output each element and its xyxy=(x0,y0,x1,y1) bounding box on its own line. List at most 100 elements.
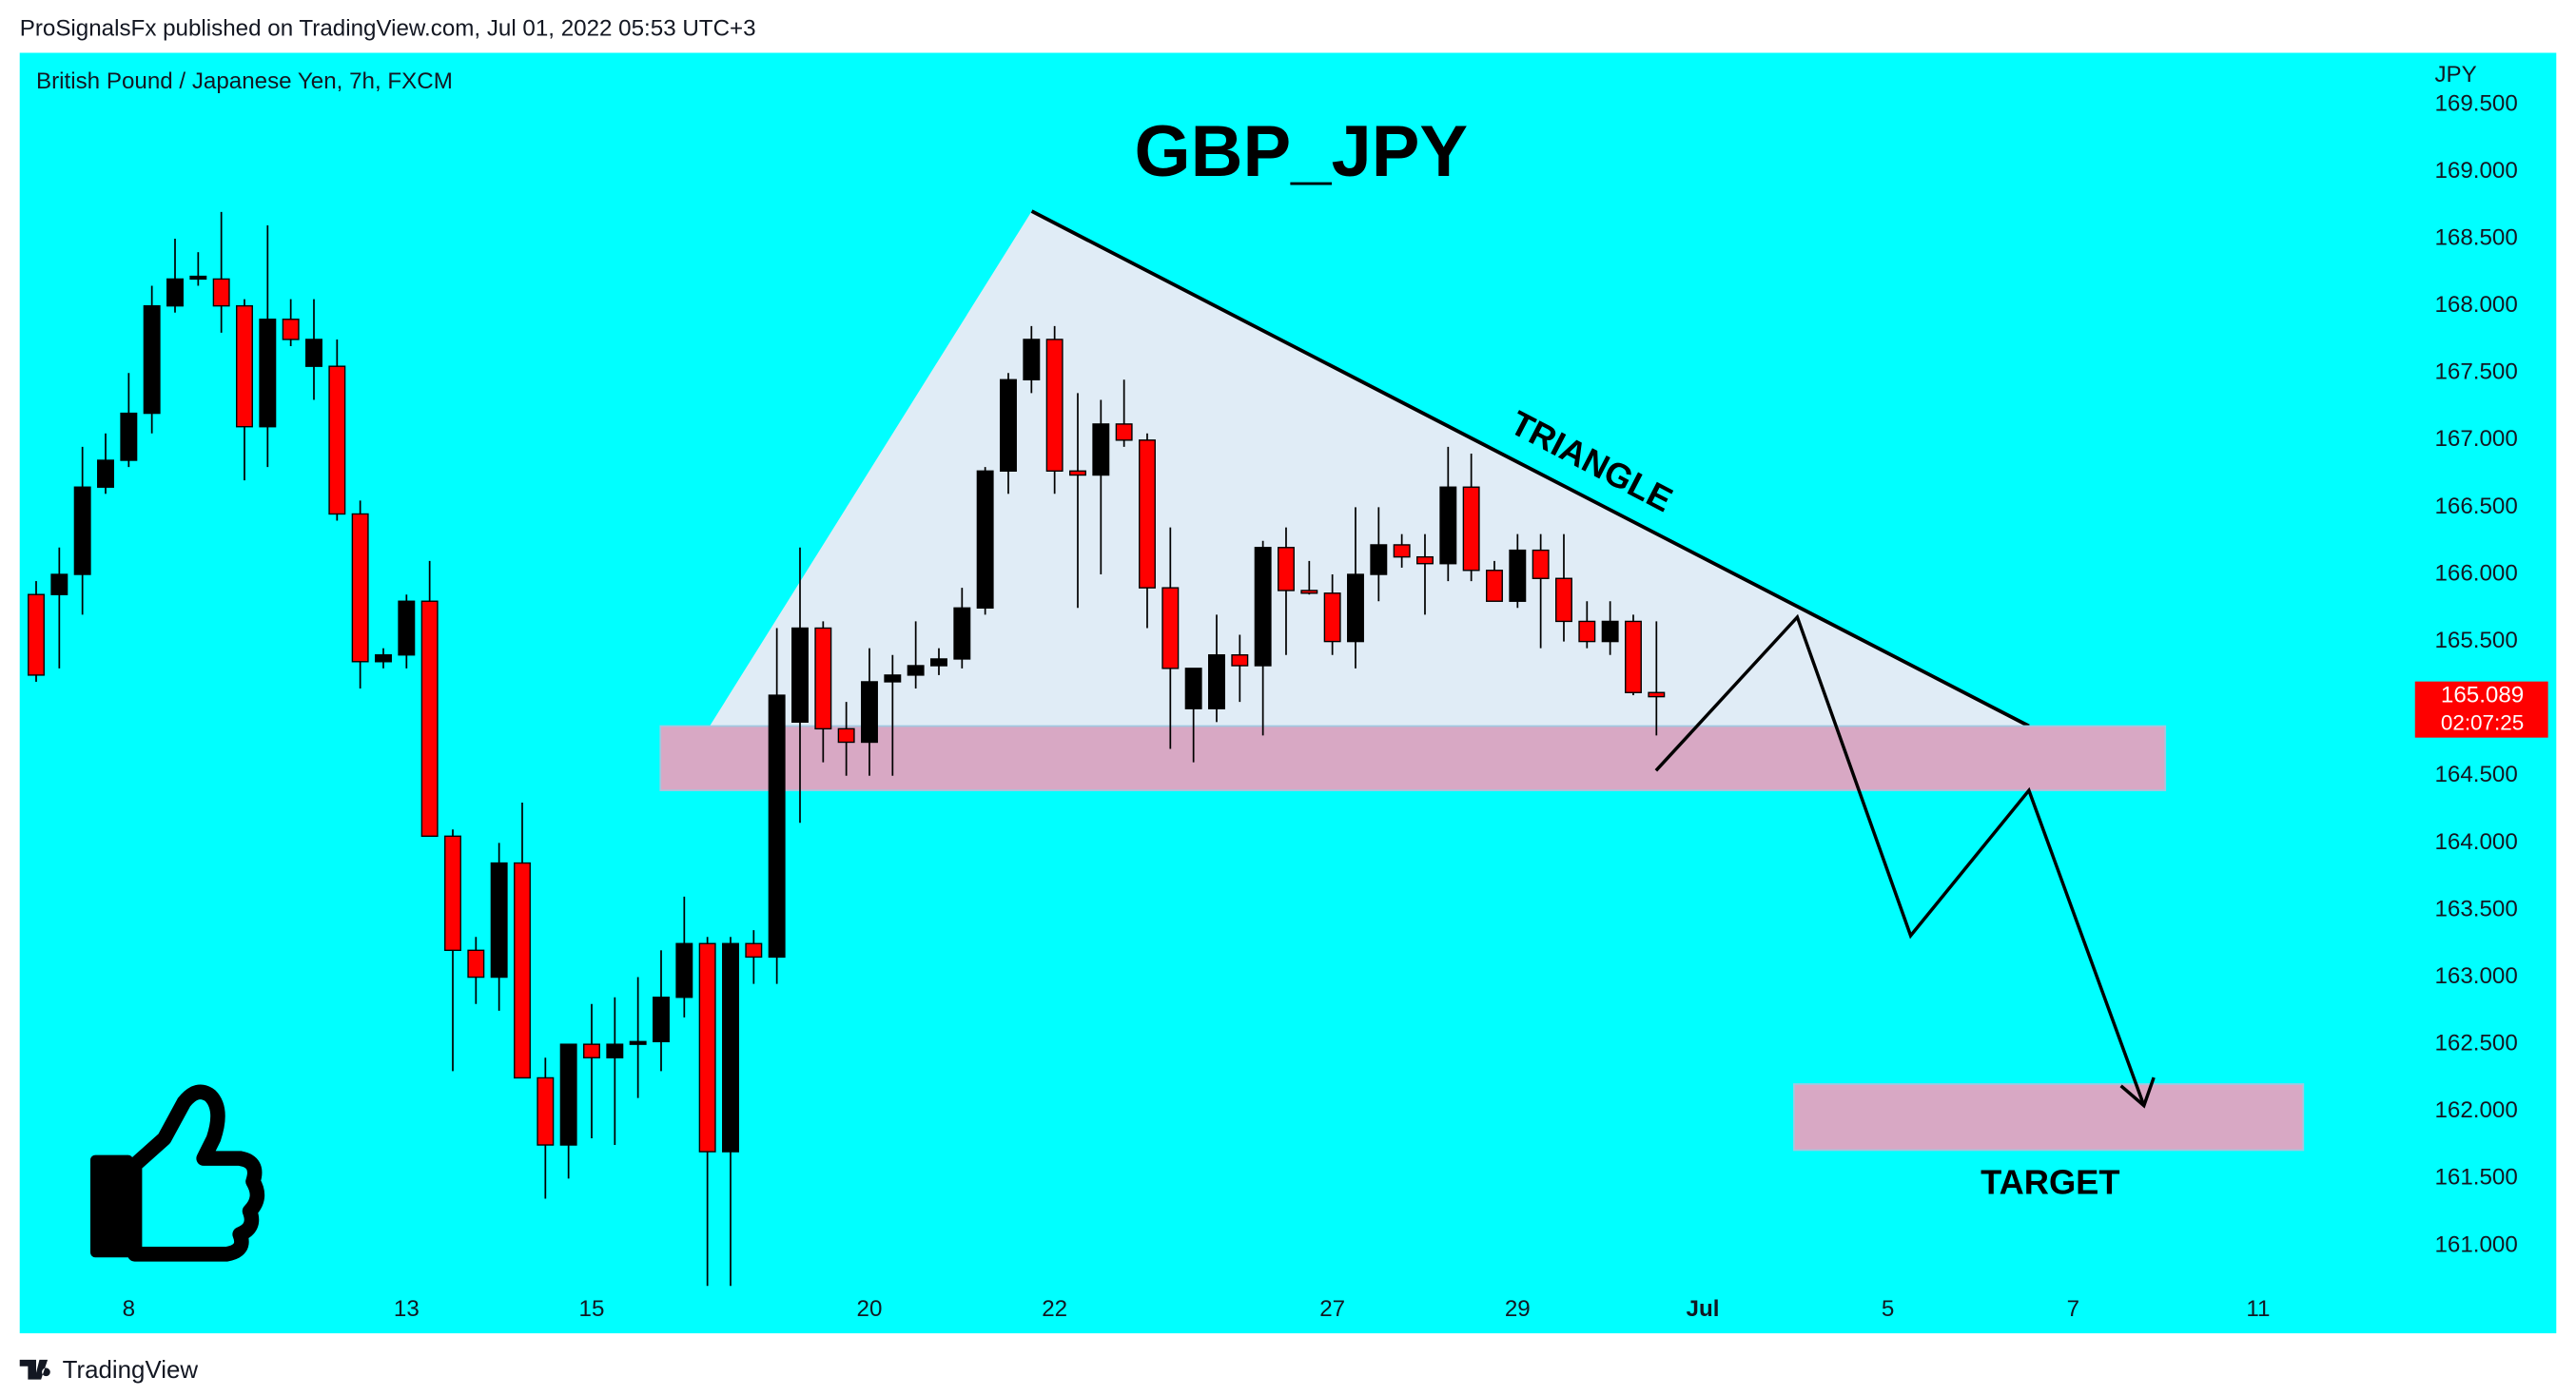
x-tick-label: 5 xyxy=(1882,1296,1894,1322)
candle-body xyxy=(745,942,763,959)
y-tick-label: 167.500 xyxy=(2434,359,2517,385)
candle-body xyxy=(930,658,947,667)
candle-body xyxy=(1161,587,1180,669)
target-zone xyxy=(1793,1083,2305,1152)
candle-body xyxy=(1115,423,1133,441)
candle-body xyxy=(514,862,531,1079)
candle-body xyxy=(953,607,971,660)
x-tick-label: 13 xyxy=(394,1296,420,1322)
tradingview-logo xyxy=(19,1359,50,1380)
candle-body xyxy=(1439,486,1457,565)
candle-body xyxy=(490,862,508,979)
candle-body xyxy=(73,486,91,575)
candle-body xyxy=(837,727,855,744)
candle-body xyxy=(259,319,277,428)
candle-body xyxy=(282,319,300,340)
triangle-line xyxy=(1030,209,2030,728)
last-price-label: 165.089 xyxy=(2441,683,2524,708)
candle-body xyxy=(976,470,994,610)
y-tick-label: 162.000 xyxy=(2434,1097,2517,1123)
candle-body xyxy=(559,1043,577,1146)
x-tick-label: 20 xyxy=(857,1296,883,1322)
x-tick-label: 22 xyxy=(1042,1296,1067,1322)
candle-body xyxy=(606,1043,624,1058)
candle-body xyxy=(768,694,786,959)
candle-body xyxy=(1000,378,1017,472)
x-tick-label: 7 xyxy=(2067,1296,2079,1322)
candle-body xyxy=(1601,620,1619,643)
candle-body xyxy=(398,600,416,656)
candle-body xyxy=(328,365,346,515)
x-tick-label: 27 xyxy=(1319,1296,1345,1322)
support-zone xyxy=(659,725,2167,792)
projection-arrowhead xyxy=(2119,1076,2156,1109)
y-axis-unit: JPY xyxy=(2434,62,2476,87)
y-tick-label: 167.000 xyxy=(2434,426,2517,452)
candle-body xyxy=(1532,549,1550,579)
candle-body xyxy=(653,997,670,1043)
y-tick-label: 168.500 xyxy=(2434,224,2517,250)
candle-body xyxy=(166,278,184,307)
symbol-label: British Pound / Japanese Yen, 7h, FXCM xyxy=(36,68,453,94)
candle-body xyxy=(236,304,253,428)
candle-body xyxy=(1625,620,1642,693)
plot-area xyxy=(28,209,2305,1287)
candle-body xyxy=(1208,654,1225,709)
candle-body xyxy=(583,1043,600,1058)
candle-body xyxy=(50,573,68,595)
candle-body xyxy=(444,835,461,952)
projection-path xyxy=(1654,613,2146,1107)
candle-body xyxy=(212,278,230,307)
candle-body xyxy=(1278,547,1295,591)
candle-body xyxy=(1231,654,1249,667)
publish-header: ProSignalsFx published on TradingView.co… xyxy=(20,16,756,42)
candle-body xyxy=(1069,470,1086,476)
candle-body xyxy=(1023,339,1041,380)
candle-body xyxy=(884,674,902,683)
y-tick-label: 163.000 xyxy=(2434,963,2517,989)
candle-body xyxy=(1555,577,1572,623)
candle-body xyxy=(1462,486,1480,572)
candles xyxy=(28,211,1666,1287)
candle-body xyxy=(907,665,925,676)
y-axis: 161.000 161.500 162.000 162.500 163.000 163.5… xyxy=(2434,90,2517,1257)
candle-body xyxy=(189,275,207,281)
last-price-background xyxy=(2414,681,2548,738)
candle-body xyxy=(143,304,161,415)
candle-body xyxy=(467,949,485,979)
x-tick-label: 8 xyxy=(123,1296,135,1322)
candle-body xyxy=(1323,592,1341,643)
candle-body xyxy=(814,627,832,730)
y-tick-label: 164.000 xyxy=(2434,829,2517,855)
candle-body xyxy=(861,681,878,744)
candle-body xyxy=(420,600,439,838)
y-tick-label: 169.000 xyxy=(2434,158,2517,184)
y-tick-label: 162.500 xyxy=(2434,1031,2517,1057)
x-tick-label: 15 xyxy=(579,1296,605,1322)
y-tick-label: 166.000 xyxy=(2434,560,2517,586)
candle-body xyxy=(537,1076,555,1146)
x-axis: 8 13 15 20 22 27 29 Jul 5 7 11 xyxy=(123,1296,2271,1322)
candle-body xyxy=(1347,573,1364,643)
candle-body xyxy=(305,339,322,367)
candle-body xyxy=(120,412,138,461)
chart-title: GBP_JPY xyxy=(1135,111,1469,192)
candle-body xyxy=(1370,544,1388,575)
candle-body xyxy=(1254,547,1272,667)
bar-countdown: 02:07:25 xyxy=(2441,711,2524,735)
x-tick-label: Jul xyxy=(1687,1296,1720,1322)
candle-body xyxy=(1184,668,1202,709)
target-annotation: TARGET xyxy=(1981,1162,2119,1201)
candle-body xyxy=(629,1040,647,1045)
x-tick-label: 29 xyxy=(1505,1296,1531,1322)
candle-body xyxy=(698,942,716,1153)
y-tick-label: 161.500 xyxy=(2434,1165,2517,1191)
footer-brand: TradingView xyxy=(63,1355,199,1384)
candle-body xyxy=(791,627,809,724)
candle-body xyxy=(1509,549,1527,602)
y-tick-label: 168.000 xyxy=(2434,292,2517,318)
y-tick-label: 161.000 xyxy=(2434,1231,2517,1257)
candle-body xyxy=(675,942,693,999)
